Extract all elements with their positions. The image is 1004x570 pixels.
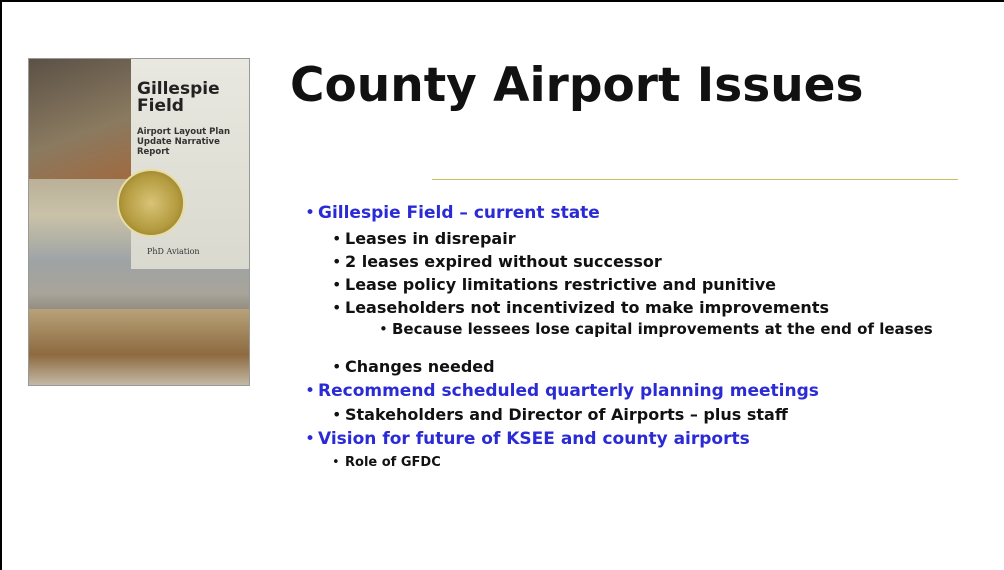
cover-subtitle: Airport Layout Plan Update Narrative Rep… [137, 127, 247, 157]
cover-logo: PhD Aviation [147, 247, 200, 256]
bullet: Stakeholders and Director of Airports – … [345, 405, 788, 424]
cover-title: Gillespie Field [137, 81, 247, 115]
cover-image: Gillespie Field Airport Layout Plan Upda… [28, 58, 250, 386]
bullet: Vision for future of KSEE and county air… [318, 429, 750, 449]
bullet: Recommend scheduled quarterly planning m… [318, 381, 819, 401]
cover-photo [29, 309, 249, 385]
slide-title: County Airport Issues [290, 58, 864, 113]
slide: Gillespie Field Airport Layout Plan Upda… [0, 0, 1004, 570]
bullet: Leaseholders not incentivized to make im… [345, 298, 829, 317]
bullet: 2 leases expired without successor [345, 252, 662, 271]
title-rule [432, 179, 958, 180]
bullet: Lease policy limitations restrictive and… [345, 275, 776, 294]
bullet: Leases in disrepair [345, 229, 516, 248]
bullet: Changes needed [345, 357, 495, 376]
bullet: Role of GFDC [345, 455, 441, 470]
bullet: Because lessees lose capital improvement… [392, 322, 982, 336]
cover-seal [117, 169, 185, 237]
bullet: Gillespie Field – current state [318, 203, 600, 223]
cover-photo [29, 59, 131, 179]
